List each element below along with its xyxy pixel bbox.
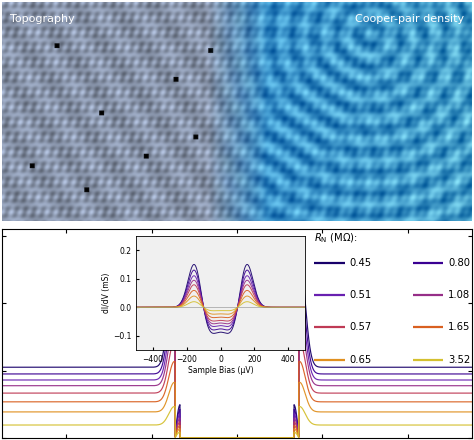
Text: 0.45: 0.45 (350, 258, 372, 268)
Text: 0.57: 0.57 (350, 323, 372, 332)
Text: 0.51: 0.51 (350, 290, 372, 300)
Text: 0.65: 0.65 (350, 355, 372, 365)
Text: 1.08: 1.08 (448, 290, 470, 300)
Text: $R_{\mathrm{N}}$ (M$\Omega$):: $R_{\mathrm{N}}$ (M$\Omega$): (314, 231, 358, 245)
Text: Topography: Topography (10, 14, 75, 24)
Text: 3.52: 3.52 (448, 355, 470, 365)
Text: Cooper-pair density: Cooper-pair density (355, 14, 464, 24)
Text: 1.65: 1.65 (448, 323, 471, 332)
Text: 0.80: 0.80 (448, 258, 470, 268)
